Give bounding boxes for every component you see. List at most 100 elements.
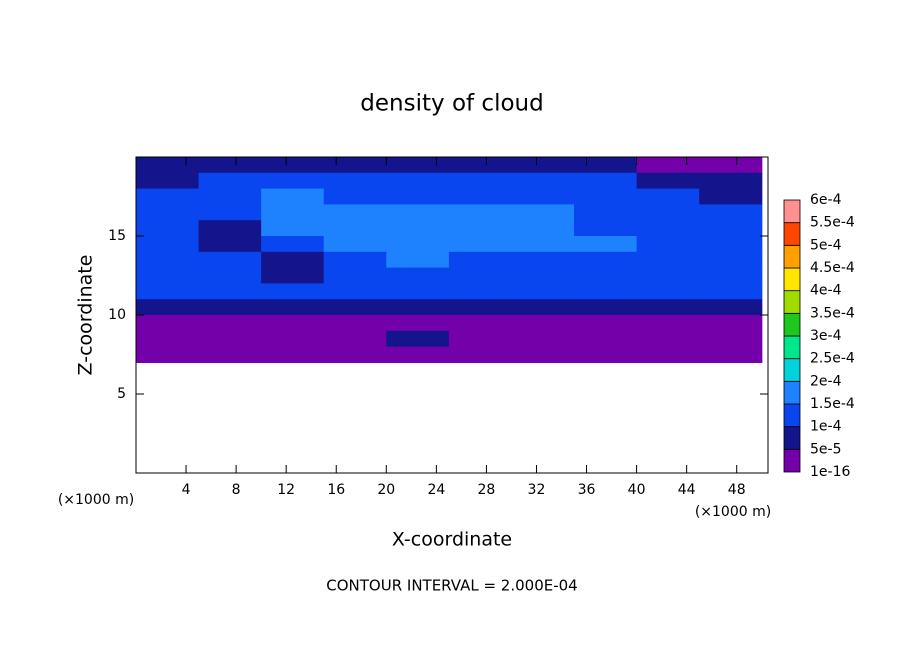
x-tick-label: 12	[277, 482, 295, 498]
contour-cell	[323, 299, 387, 316]
contour-cell	[323, 204, 387, 221]
colorbar-label: 1e-4	[810, 419, 842, 435]
contour-cell	[511, 157, 575, 174]
contour-cell	[386, 283, 450, 300]
contour-cell	[699, 172, 763, 190]
contour-cell	[261, 157, 325, 174]
contour-cell	[636, 251, 700, 269]
contour-cell	[574, 315, 638, 332]
x-tick-label: 48	[728, 482, 746, 498]
colorbar-label: 6e-4	[810, 192, 842, 208]
contour-cell	[636, 220, 700, 237]
contour-cell	[636, 346, 700, 363]
y-unit-label: (×1000 m)	[58, 492, 134, 508]
contour-cell	[511, 283, 575, 300]
contour-cell	[386, 157, 450, 174]
contour-cell	[198, 315, 262, 332]
contour-cell	[574, 204, 638, 221]
contour-cell	[386, 220, 450, 237]
colorbar-box	[783, 290, 801, 314]
chart-title: density of cloud	[360, 91, 543, 117]
contour-cell	[198, 346, 262, 363]
contour-cell	[574, 157, 638, 174]
contour-cell	[448, 172, 513, 190]
x-tick-label: 20	[377, 482, 395, 498]
colorbar-box	[783, 380, 801, 405]
contour-cell	[198, 204, 262, 221]
contour-cell	[574, 267, 638, 284]
contour-cell	[323, 251, 387, 269]
contour-cell	[198, 172, 262, 190]
contour-cell	[136, 172, 200, 190]
contour-cell	[636, 330, 700, 348]
contour-cell	[198, 299, 262, 316]
x-tick-label: 28	[478, 482, 496, 498]
colorbar-box	[783, 335, 801, 360]
contour-cell	[136, 204, 200, 221]
colorbar-box	[783, 199, 801, 224]
contour-cell	[699, 188, 763, 205]
contour-cell	[261, 299, 325, 316]
contour-cell	[636, 236, 700, 253]
contour-cell	[198, 251, 262, 269]
contour-cell	[699, 346, 763, 363]
contour-cell	[574, 188, 638, 205]
colorbar-label: 3e-4	[810, 328, 842, 344]
contour-cell	[448, 236, 513, 253]
colorbar-label: 3.5e-4	[810, 305, 855, 321]
contour-cell	[323, 283, 387, 300]
contour-cell	[261, 283, 325, 300]
contour-cell	[699, 315, 763, 332]
contour-cell	[511, 172, 575, 190]
contour-cell	[198, 220, 262, 237]
colorbar-box	[783, 426, 801, 450]
contour-cell	[198, 330, 262, 348]
contour-cell	[699, 283, 763, 300]
contour-cell	[323, 330, 387, 348]
contour-cell	[261, 236, 325, 253]
contour-cell	[261, 315, 325, 332]
contour-cell	[511, 236, 575, 253]
contour-cell	[636, 299, 700, 316]
contour-cell	[323, 346, 387, 363]
y-tick-label: 5	[117, 386, 126, 402]
contour-cell	[699, 299, 763, 316]
x-tick-label: 16	[327, 482, 345, 498]
contour-cell	[699, 330, 763, 348]
colorbar-box	[783, 312, 801, 337]
contour-cell	[136, 330, 200, 348]
contour-cell	[574, 330, 638, 348]
contour-cell	[574, 236, 638, 253]
footer: CONTOUR INTERVAL = 2.000E-04	[326, 577, 577, 595]
contour-cell	[323, 188, 387, 205]
contour-cell	[636, 157, 700, 174]
contour-cell	[636, 172, 700, 190]
x-unit-label: (×1000 m)	[695, 504, 771, 520]
y-tick-label: 10	[108, 307, 126, 323]
contour-cell	[198, 236, 262, 253]
contour-cell	[136, 220, 200, 237]
x-tick-label: 8	[232, 482, 241, 498]
contour-cell	[448, 251, 513, 269]
contour-cell	[136, 251, 200, 269]
x-axis-label: X-coordinate	[392, 529, 512, 551]
contour-cell	[448, 204, 513, 221]
contour-cell	[511, 204, 575, 221]
x-tick-label: 4	[182, 482, 191, 498]
colorbar-box	[783, 267, 801, 292]
contour-cell	[198, 157, 262, 174]
contour-cell	[448, 330, 513, 348]
contour-cell	[636, 283, 700, 300]
colorbar-box	[783, 403, 801, 428]
contour-cell	[448, 315, 513, 332]
contour-cell	[136, 157, 200, 174]
contour-cell	[448, 220, 513, 237]
contour-cell	[699, 236, 763, 253]
x-tick-label: 32	[528, 482, 546, 498]
contour-cell	[261, 220, 325, 237]
colorbar-box	[783, 448, 801, 473]
contour-cell	[323, 267, 387, 284]
colorbar-label: 2e-4	[810, 373, 842, 389]
colorbar-box	[783, 222, 801, 246]
contour-cell	[511, 188, 575, 205]
